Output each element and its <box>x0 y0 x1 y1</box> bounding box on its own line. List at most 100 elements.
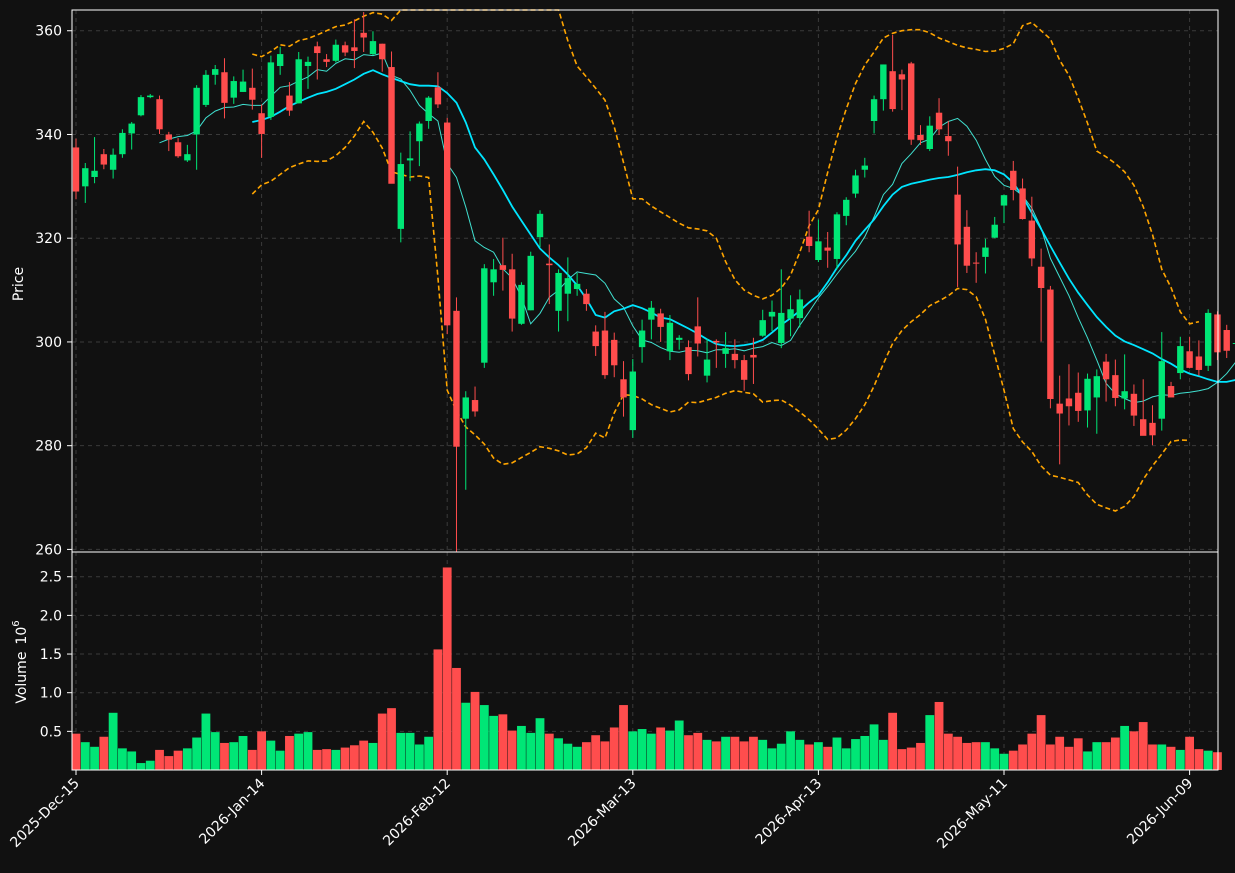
candle-body <box>481 268 488 363</box>
candle-body <box>694 326 701 344</box>
volume-bar <box>1092 742 1102 770</box>
volume-bar <box>1073 738 1083 770</box>
candle-body <box>963 226 971 266</box>
volume-bar <box>554 738 563 770</box>
candle-body <box>1204 312 1212 366</box>
candle-body <box>1019 188 1026 220</box>
candle-body <box>1028 220 1036 259</box>
candle-body <box>676 337 683 340</box>
volume-tick-label: 1.5 <box>40 647 62 663</box>
candle-body <box>908 63 915 140</box>
candle-body <box>453 310 460 447</box>
price-tick-label: 280 <box>35 439 62 455</box>
candle-body <box>128 123 135 134</box>
x-tick-labels: 2025-Dec-15 2026-Jan-14 2026-Feb-12 2026-Ma… <box>7 770 1196 852</box>
axes <box>71 9 1219 771</box>
volume-bar <box>71 733 81 770</box>
volume-bar <box>758 739 768 770</box>
price-tick-label: 260 <box>35 542 62 558</box>
volume-bar <box>943 733 953 770</box>
volume-bar <box>275 750 285 770</box>
volume-tick-labels: 0.5 1.0 1.5 2.0 2.5 <box>40 570 72 740</box>
candle-body <box>276 54 284 67</box>
volume-bar <box>414 744 424 770</box>
volume-bar <box>387 708 396 770</box>
candle-body <box>805 236 813 246</box>
candle-body <box>165 134 172 140</box>
volume-axis-multiplier-power: 6 <box>11 620 22 626</box>
volume-bar <box>535 718 545 770</box>
candle-body <box>1112 375 1119 398</box>
volume-bar <box>136 763 146 770</box>
candle-body <box>1177 346 1184 374</box>
candle-body <box>295 59 302 104</box>
volume-bar <box>1064 746 1074 770</box>
volume-bar <box>711 741 721 770</box>
candle-body <box>601 330 609 376</box>
x-tick-label: 2026-May-11 <box>934 776 1011 853</box>
volume-bar <box>99 736 109 770</box>
candle-body <box>1140 419 1147 436</box>
candle-body <box>72 147 80 192</box>
candle-body <box>843 199 850 216</box>
candle-body <box>360 32 367 38</box>
candle-body <box>527 255 534 311</box>
volume-bar <box>470 691 480 770</box>
candle-body <box>546 263 553 266</box>
volume-bar <box>1036 715 1046 770</box>
candle-body <box>109 154 117 170</box>
candle-body <box>1093 376 1100 398</box>
candle-body <box>945 136 952 142</box>
volume-bar <box>201 713 211 770</box>
volume-bar <box>340 747 350 770</box>
volume-bar <box>767 748 777 770</box>
candle-body <box>91 170 98 178</box>
volume-bar <box>851 739 860 770</box>
volume-bar <box>145 760 155 770</box>
volume-bar <box>934 701 944 770</box>
volume-bar <box>377 713 387 770</box>
candle-body <box>1010 170 1017 190</box>
volume-bar <box>869 724 879 770</box>
volume-bar <box>990 748 1000 770</box>
candle-body <box>555 272 562 311</box>
candle-body <box>759 320 766 336</box>
volume-bar <box>1120 725 1130 770</box>
candle-body <box>221 72 228 103</box>
volume-bar <box>739 741 749 770</box>
volume-bar <box>1129 731 1139 770</box>
ma-short-line <box>159 52 1235 404</box>
volume-bar <box>1055 736 1065 770</box>
candle-body <box>768 311 776 317</box>
volume-bar <box>795 739 805 770</box>
candle-body <box>1102 361 1110 380</box>
volume-bar <box>897 749 907 770</box>
candle-body <box>648 307 655 320</box>
volume-bar <box>971 742 981 770</box>
candle-body <box>1214 314 1221 353</box>
candle-body <box>629 371 636 431</box>
volume-axis-multiplier-base: 10 <box>14 627 30 645</box>
volume-tick-label: 2.5 <box>40 570 62 586</box>
x-tick-label: 2026-Feb-12 <box>380 776 454 850</box>
volume-bar <box>247 749 257 770</box>
candle-body <box>147 95 154 98</box>
candle-body <box>722 348 729 354</box>
volume-bar <box>1008 750 1018 770</box>
candle-body <box>796 299 804 319</box>
volume-bar <box>90 746 99 770</box>
candle-body <box>1065 398 1073 407</box>
candle-body <box>564 278 572 294</box>
candle-body <box>119 132 126 155</box>
volume-bar <box>674 720 684 770</box>
candle-body <box>713 340 720 343</box>
price-tick-label: 300 <box>35 335 62 351</box>
candle-body <box>852 175 859 194</box>
x-tick-label: 2026-Jun-09 <box>1124 776 1196 848</box>
volume-bar <box>210 732 220 770</box>
candle-body <box>82 168 89 187</box>
candle-body <box>1158 361 1165 419</box>
candle-body <box>824 247 831 251</box>
candle-body <box>100 154 108 165</box>
volume-bar <box>832 737 842 770</box>
